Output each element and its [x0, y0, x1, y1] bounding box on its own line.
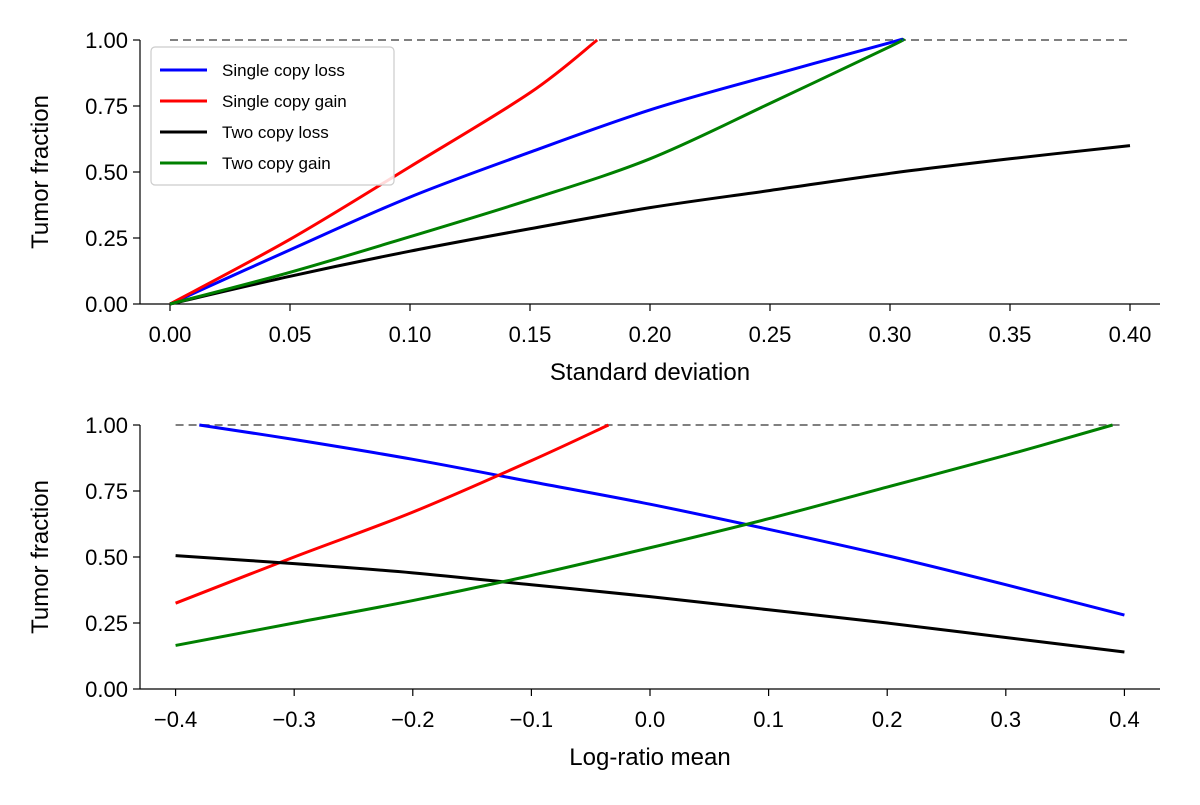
legend-label-single-copy-gain: Single copy gain: [222, 92, 347, 111]
legend: Single copy loss Single copy gain Two copy…: [150, 46, 395, 186]
x-tick-label: 0.15: [509, 322, 552, 347]
y-tick-label: 0.25: [85, 226, 128, 251]
x-tick-label: 0.0: [635, 707, 666, 732]
x-tick-label: −0.1: [510, 707, 553, 732]
x-tick-label: 0.2: [872, 707, 903, 732]
panel-2: 0.00 0.25 0.50 0.75 1.00 −0.4 −0.3 −0.2 −0.1 0.0 0…: [27, 413, 1160, 771]
x-tick-label: 0.20: [629, 322, 672, 347]
y-tick-label: 0.50: [85, 545, 128, 570]
x-axis-label: Log-ratio mean: [569, 744, 730, 771]
x-tick-label: 0.1: [753, 707, 784, 732]
x-tick-label: 0.40: [1109, 322, 1152, 347]
legend-label-two-copy-gain: Two copy gain: [222, 154, 331, 173]
x-tick-label: 0.05: [269, 322, 312, 347]
x-tick-label: 0.25: [749, 322, 792, 347]
series-line-single-copy-gain: [175, 423, 610, 605]
y-tick-label: 0.25: [85, 611, 128, 636]
y-tick-label: 0.00: [85, 677, 128, 702]
x-tick-label: 0.00: [149, 322, 192, 347]
x-tick-label: 0.35: [989, 322, 1032, 347]
x-tick-label: −0.4: [154, 707, 197, 732]
panel-1: 0.00 0.25 0.50 0.75 1.00 0.00 0.05 0.10 0.15 0.20…: [27, 28, 1160, 386]
x-tick-label: 0.30: [869, 322, 912, 347]
legend-label-single-copy-loss: Single copy loss: [222, 61, 345, 80]
legend-label-two-copy-loss: Two copy loss: [222, 123, 329, 142]
series-line-single-copy-loss: [199, 423, 1125, 617]
series-line-two-copy-loss: [175, 554, 1125, 654]
y-tick-label: 0.75: [85, 94, 128, 119]
y-tick-label: 0.50: [85, 160, 128, 185]
legend-box: [150, 46, 395, 186]
x-tick-label: −0.3: [272, 707, 315, 732]
series-line-two-copy-gain: [175, 423, 1113, 647]
series-line-single-copy-loss: [169, 37, 904, 306]
series-line-single-copy-gain: [169, 38, 599, 306]
y-tick-label: 1.00: [85, 413, 128, 438]
x-tick-label: 0.3: [991, 707, 1022, 732]
x-tick-label: 0.10: [389, 322, 432, 347]
y-tick-label: 1.00: [85, 28, 128, 53]
x-tick-label: −0.2: [391, 707, 434, 732]
x-axis-label: Standard deviation: [550, 359, 750, 386]
y-tick-label: 0.75: [85, 479, 128, 504]
y-tick-label: 0.00: [85, 292, 128, 317]
y-axis-label: Tumor fraction: [27, 480, 54, 634]
y-axis-label: Tumor fraction: [27, 95, 54, 249]
series-line-two-copy-loss: [169, 144, 1131, 306]
x-tick-label: 0.4: [1109, 707, 1140, 732]
series-line-two-copy-gain: [169, 38, 905, 306]
